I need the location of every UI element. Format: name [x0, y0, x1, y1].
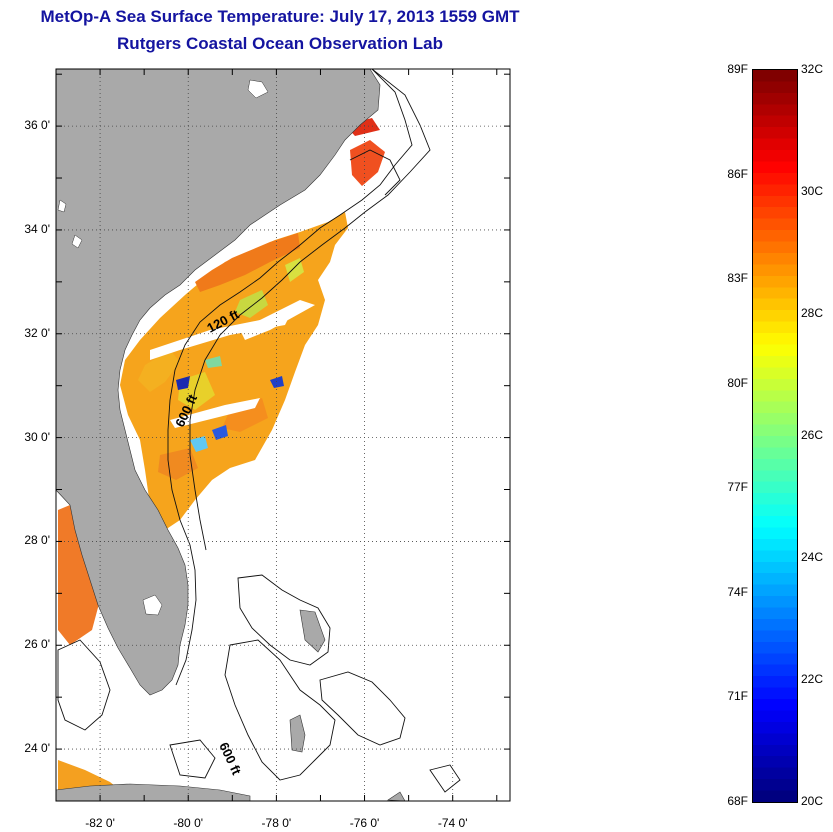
- lon-label: -74 0': [437, 816, 468, 830]
- map-subtitle: Rutgers Coastal Ocean Observation Lab: [117, 34, 443, 53]
- colorbar-celsius-label: 20C: [801, 794, 824, 808]
- colorbar-fahrenheit-label: 80F: [727, 375, 748, 390]
- lon-label: -80 0': [173, 816, 204, 830]
- lat-label: 30 0': [24, 429, 50, 444]
- colorbar-celsius-label: 22C: [801, 672, 824, 686]
- colorbar-celsius-label: 28C: [801, 306, 824, 320]
- land: [56, 69, 406, 801]
- colorbar-celsius-label: 32C: [801, 62, 824, 76]
- lat-label: 28 0': [24, 533, 50, 548]
- lat-label: 34 0': [24, 221, 50, 236]
- lon-label: -78 0': [261, 816, 292, 830]
- colorbar-fahrenheit-label: 71F: [727, 689, 748, 704]
- lat-label: 24 0': [24, 741, 50, 756]
- sst-swath: [58, 118, 385, 792]
- colorbar-fahrenheit-label: 89F: [727, 62, 748, 76]
- lat-label: 32 0': [24, 325, 50, 340]
- colorbar-fahrenheit-label: 86F: [727, 166, 748, 181]
- colorbar-fahrenheit-label: 77F: [727, 480, 748, 495]
- lat-label: 36 0': [24, 118, 50, 133]
- lat-label: 26 0': [24, 637, 50, 652]
- bathymetry-contours: [57, 69, 461, 793]
- lakes: [57, 79, 269, 616]
- colorbar-fahrenheit-label: 68F: [727, 794, 748, 808]
- colorbar-celsius-label: 26C: [801, 428, 824, 442]
- colorbar-fahrenheit-label: 74F: [727, 584, 748, 599]
- lon-label: -76 0': [349, 816, 380, 830]
- map-title: MetOp-A Sea Surface Temperature: July 17…: [40, 7, 520, 26]
- colorbar-fahrenheit-label: 83F: [727, 271, 748, 286]
- colorbar-celsius-label: 24C: [801, 550, 824, 564]
- colorbar: [752, 69, 798, 803]
- lon-label: -82 0': [85, 816, 115, 830]
- colorbar-celsius-label: 30C: [801, 184, 824, 198]
